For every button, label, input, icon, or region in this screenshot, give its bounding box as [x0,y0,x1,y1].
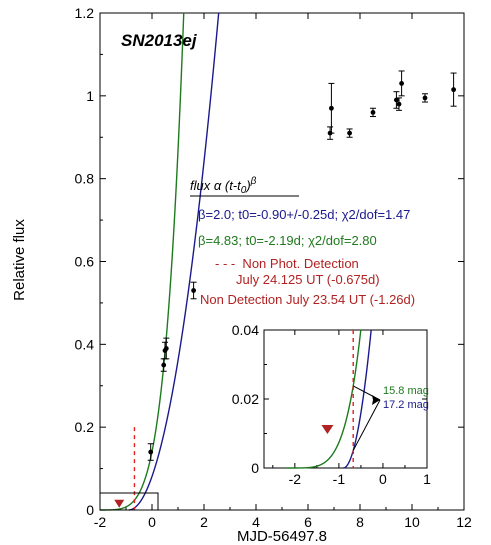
inset-arrow-1 [352,399,381,451]
inset-model-curve-1 [286,329,362,469]
main-x-tick-label: 12 [456,514,472,530]
data-point [163,337,170,360]
main-y-tick-label: 1.2 [75,5,95,21]
inset-x-tick-label: 0 [379,471,387,487]
legend-entry-nondetection: Non Detection July 23.54 UT (-1.26d) [200,292,415,307]
inset-non-detection-marker [321,425,334,435]
model-curve-1 [100,12,185,511]
main-y-tick-label: 0.6 [75,254,95,270]
main-x-tick-label: 6 [304,514,312,530]
main-y-tick-label: 0 [86,502,94,518]
model-curve-0 [128,12,220,511]
legend-heading: flux α (t-t0)β [190,176,257,196]
main-x-tick-label: 8 [356,514,364,530]
legend-entry-beta2: β=2.0; t0=-0.90+/-0.25d; χ2/dof=1.47 [198,207,410,222]
chart-title: SN2013ej [121,31,198,50]
legend-entry-nonphot-date: July 24.125 UT (-0.675d) [236,272,380,287]
data-point [190,281,197,300]
inset-y-tick-label: 0 [251,460,259,476]
legend-entry-beta483: β=4.83; t0=-2.19d; χ2/dof=2.80 [198,233,377,248]
inset-model-curves [286,329,372,469]
inset-model-curve-0 [343,329,372,469]
inset-x-tick-label: -2 [289,471,302,487]
zoom-region-box [99,492,159,511]
main-data-points [147,70,457,461]
main-y-tick-label: 0.4 [75,336,95,352]
main-x-tick-label: -2 [94,514,107,530]
inset-x-tick-label: -1 [333,471,346,487]
main-model-curves [100,12,220,511]
inset-chart: -2 -1 0 1 0 0.02 0.04 15.8 mag 17.2 mag [232,322,431,487]
y-axis-label: Relative flux [11,219,28,301]
data-point [396,97,402,111]
data-point [398,70,405,97]
inset-annotation-green: 15.8 mag [383,385,429,397]
data-point [346,128,353,138]
data-point [370,107,376,118]
inset-x-tick-label: 1 [423,471,431,487]
data-point [450,72,457,107]
legend: flux α (t-t0)β β=2.0; t0=-0.90+/-0.25d; … [190,176,415,307]
main-x-tick-label: 4 [252,514,260,530]
non-detection-marker [114,499,125,508]
main-x-tick-label: 2 [200,514,208,530]
inset-arrowhead [372,395,380,405]
main-y-tick-label: 0.8 [75,171,95,187]
main-y-tick-label: 0.2 [75,419,95,435]
legend-entry-nonphot: - - - Non Phot. Detection [215,256,359,271]
data-point [147,443,154,461]
main-x-tick-label: 0 [148,514,156,530]
data-point [393,91,400,109]
inset-axis-ticks: -2 -1 0 1 0 0.02 0.04 [232,322,431,487]
inset-markers [321,330,381,468]
inset-annotation-blue: 17.2 mag [383,399,429,411]
main-x-tick-label: 10 [404,514,420,530]
main-detection-markers [114,427,136,510]
data-point [422,93,428,103]
x-axis-label: MJD-56497.8 [237,528,327,545]
data-point [160,358,167,372]
inset-y-tick-label: 0.02 [232,391,259,407]
inset-y-tick-label: 0.04 [232,322,259,338]
data-point [328,82,335,134]
main-y-tick-label: 1 [86,88,94,104]
